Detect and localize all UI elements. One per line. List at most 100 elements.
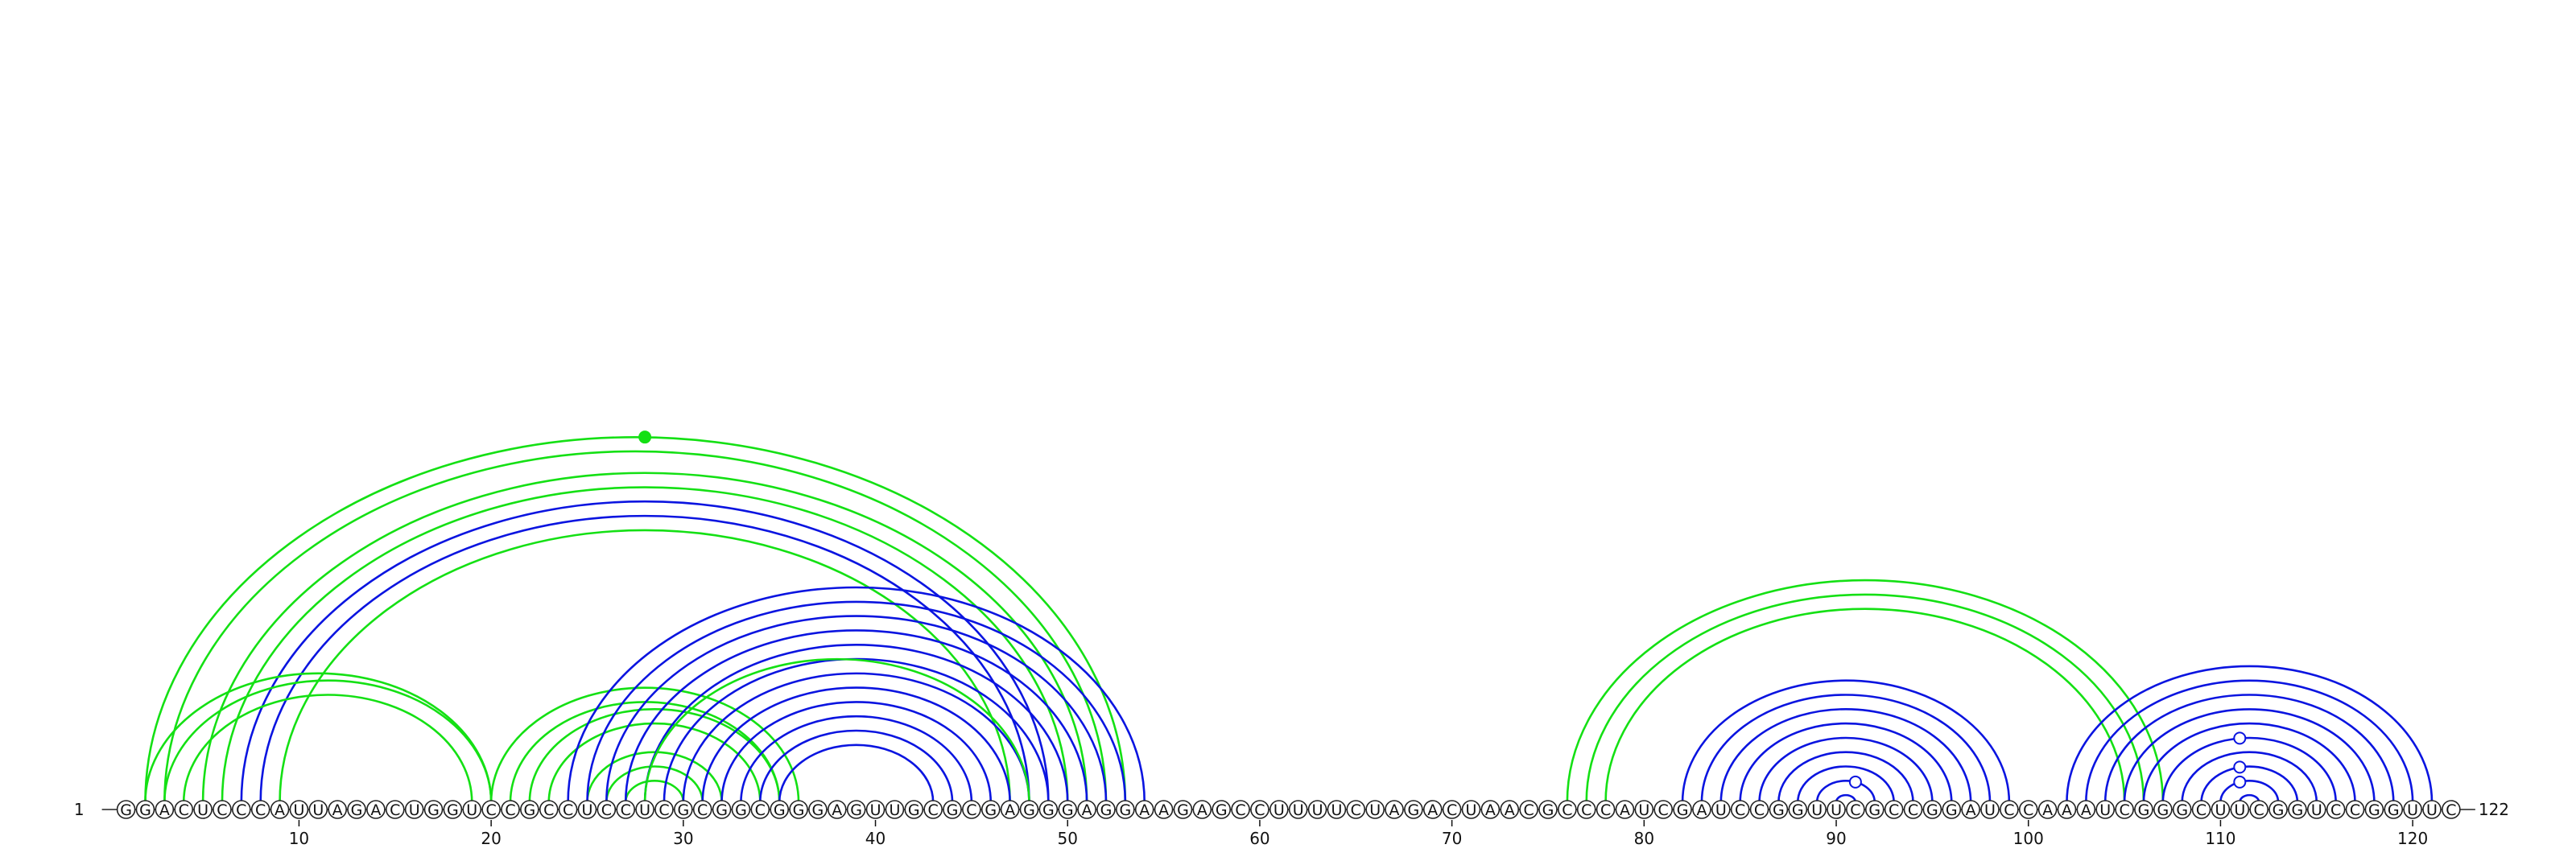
nucleotide-35: G xyxy=(770,800,789,819)
sequence-start-label: 1 xyxy=(74,800,85,819)
nucleotide-circle xyxy=(2134,800,2153,819)
nucleotide-34: C xyxy=(750,800,770,819)
nucleotide-20: C xyxy=(481,800,501,819)
nucleotide-letter: G xyxy=(735,801,747,819)
nucleotide-letter: U xyxy=(1831,801,1842,819)
nucleotide-circle xyxy=(1307,800,1327,819)
nucleotide-circle xyxy=(1173,800,1193,819)
nucleotide-circle xyxy=(1634,800,1654,819)
nucleotide-circle xyxy=(1116,800,1135,819)
nucleotide-circle xyxy=(1827,800,1846,819)
nucleotide-circle xyxy=(1576,800,1596,819)
nucleotide-circle xyxy=(2153,800,2173,819)
nucleotide-circle xyxy=(289,800,309,819)
nucleotide-circle xyxy=(923,800,943,819)
nucleotide-91: C xyxy=(1846,800,1865,819)
arc-blue-90-91 xyxy=(1835,793,1857,803)
tick-label-60: 60 xyxy=(1249,829,1269,848)
nucleotide-letter: C xyxy=(966,801,976,819)
nucleotide-circle xyxy=(558,800,578,819)
nucleotide-letter: G xyxy=(2292,801,2304,819)
nucleotide-circle xyxy=(654,800,674,819)
nucleotide-79: A xyxy=(1615,800,1635,819)
nucleotide-letter: U xyxy=(409,801,420,819)
nucleotide-circle xyxy=(1461,800,1481,819)
nucleotide-letter: G xyxy=(1119,801,1131,819)
arc-marker-1 xyxy=(638,430,652,444)
nucleotide-circle xyxy=(1077,800,1096,819)
sequence-end-label: 122 xyxy=(2479,800,2509,819)
nucleotide-27: C xyxy=(616,800,636,819)
nucleotide-81: C xyxy=(1653,800,1673,819)
nucleotide-letter: A xyxy=(1158,801,1169,819)
nucleotide-circle xyxy=(1058,800,1078,819)
nucleotide-letter: A xyxy=(2081,801,2091,819)
nucleotide-circle xyxy=(2000,800,2019,819)
arc-green-26-31 xyxy=(605,765,704,803)
nucleotide-letter: U xyxy=(1331,801,1342,819)
arc-blue-109-114 xyxy=(2200,765,2299,803)
nucleotide-4: C xyxy=(174,800,194,819)
nucleotide-letter: C xyxy=(390,801,400,819)
nucleotide-letter: G xyxy=(1100,801,1113,819)
nucleotide-circle xyxy=(2172,800,2192,819)
nucleotide-letter: C xyxy=(1658,801,1669,819)
nucleotide-circle xyxy=(2345,800,2365,819)
nucleotide-letter: C xyxy=(658,801,669,819)
nucleotide-86: C xyxy=(1749,800,1769,819)
nucleotide-circle xyxy=(712,800,732,819)
nucleotide-43: C xyxy=(923,800,943,819)
nucleotide-letter: U xyxy=(2099,801,2111,819)
nucleotide-letter: G xyxy=(1408,801,1420,819)
nucleotide-circle xyxy=(2288,800,2307,819)
nucleotide-115: U xyxy=(2306,800,2326,819)
nucleotide-19: U xyxy=(462,800,482,819)
position-axis: 10 20 30 40 50 60 70 80 90 100 110 120 xyxy=(289,820,2428,848)
nucleotide-circle xyxy=(2326,800,2346,819)
nucleotide-51: A xyxy=(1077,800,1096,819)
nucleotide-73: A xyxy=(1500,800,1520,819)
tick-label-30: 30 xyxy=(673,829,693,848)
nucleotide-circle xyxy=(347,800,366,819)
arc-blue-34-44 xyxy=(759,729,954,803)
nucleotide-circle xyxy=(2422,800,2442,819)
arc-green-27-30 xyxy=(624,780,685,803)
nucleotide-letter: G xyxy=(2157,801,2169,819)
nucleotide-58: G xyxy=(1212,800,1231,819)
nucleotide-8: C xyxy=(250,800,270,819)
arc-blue-102-121 xyxy=(2066,665,2434,803)
nucleotide-60: C xyxy=(1250,800,1269,819)
nucleotide-letter: A xyxy=(2062,801,2072,819)
nucleotide-circle xyxy=(2037,800,2058,819)
nucleotide-circle xyxy=(2018,800,2038,819)
nucleotide-circle xyxy=(692,800,712,819)
nucleotide-circle xyxy=(1673,800,1692,819)
nucleotide-letter: U xyxy=(1274,801,1285,819)
nucleotide-letter: G xyxy=(1926,801,1938,819)
nucleotide-letter: G xyxy=(1946,801,1958,819)
nucleotide-circle xyxy=(770,800,789,819)
nucleotide-31: C xyxy=(692,800,712,819)
nucleotide-letter: G xyxy=(524,801,536,819)
nucleotide-15: C xyxy=(385,800,405,819)
nucleotide-letter: G xyxy=(2388,801,2400,819)
nucleotide-circle xyxy=(1365,800,1385,819)
nucleotide-68: G xyxy=(1404,800,1423,819)
nucleotide-circle xyxy=(1480,800,1501,819)
arc-blue-106-117 xyxy=(2142,722,2356,803)
nucleotide-110: U xyxy=(2211,800,2231,819)
nucleotide-circle xyxy=(423,800,444,819)
nucleotide-circle xyxy=(2191,800,2211,819)
nucleotide-circle xyxy=(808,800,828,819)
arc-marker-5 xyxy=(2233,775,2247,789)
nucleotide-circle xyxy=(1385,800,1404,819)
nucleotide-letter: U xyxy=(889,801,900,819)
nucleotide-letter: C xyxy=(621,801,631,819)
nucleotide-letter: A xyxy=(832,801,842,819)
nucleotide-letter: C xyxy=(1735,801,1745,819)
nucleotide-circle xyxy=(308,800,328,819)
nucleotide-letter: C xyxy=(2119,801,2129,819)
nucleotide-111: U xyxy=(2230,800,2250,819)
nucleotide-12: A xyxy=(328,800,347,819)
